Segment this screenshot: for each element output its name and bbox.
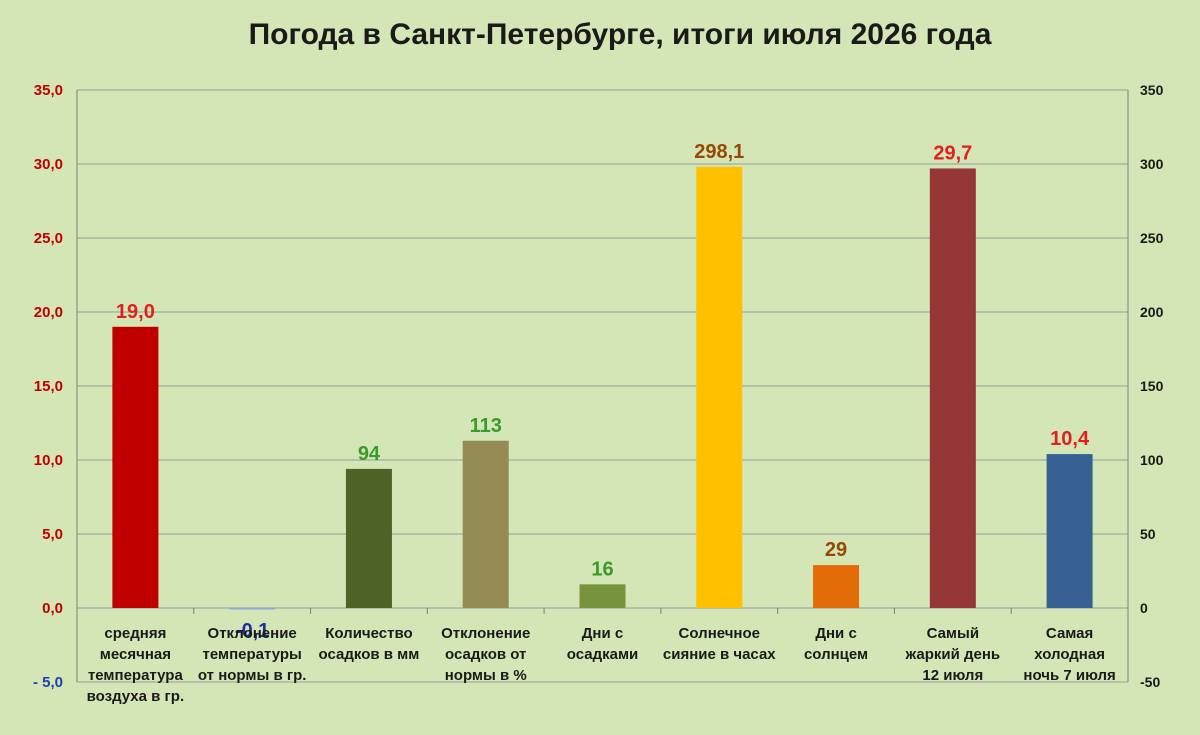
- y-left-tick-label: 35,0: [34, 82, 63, 99]
- data-label: 29,7: [933, 142, 972, 164]
- category-label: Самая: [1046, 625, 1093, 642]
- data-label: 298,1: [694, 141, 744, 163]
- category-label: Самый: [927, 625, 980, 642]
- bar: [929, 168, 976, 608]
- y-left-tick-label: 20,0: [34, 304, 63, 321]
- y-right-tick-label: 300: [1140, 156, 1164, 172]
- bar: [1046, 454, 1093, 608]
- data-label: 94: [358, 443, 381, 465]
- bar: [462, 440, 509, 608]
- data-label: 16: [591, 558, 613, 580]
- y-left-tick-label: - 5,0: [33, 674, 63, 691]
- data-label: 113: [470, 415, 502, 437]
- data-label: -0,1: [235, 620, 269, 642]
- category-label: жаркий день: [905, 646, 1001, 663]
- bar: [229, 608, 276, 610]
- category-label: Дни с: [815, 625, 856, 642]
- bar: [345, 468, 392, 608]
- category-label: температура: [88, 667, 184, 684]
- category-label: средняя: [104, 625, 166, 642]
- data-label: 29: [825, 539, 847, 561]
- y-right-tick-label: -50: [1140, 674, 1160, 690]
- y-left-tick-label: 15,0: [34, 378, 63, 395]
- category-label: холодная: [1034, 646, 1105, 663]
- category-label: Отклонение: [208, 625, 297, 642]
- y-right-tick-label: 100: [1140, 452, 1164, 468]
- category-label: 12 июля: [922, 667, 983, 684]
- y-right-tick-label: 350: [1140, 82, 1164, 98]
- y-right-tick-label: 0: [1140, 600, 1148, 616]
- category-label: осадков от: [445, 646, 526, 663]
- data-label: 10,4: [1050, 428, 1090, 450]
- y-left-tick-label: 10,0: [34, 452, 63, 469]
- category-label: Солнечное: [679, 625, 760, 642]
- category-label: воздуха в гр.: [87, 688, 185, 705]
- category-label: солнцем: [804, 646, 868, 663]
- category-label: температуры: [202, 646, 301, 663]
- y-left-tick-label: 5,0: [42, 526, 63, 543]
- y-right-tick-label: 150: [1140, 378, 1164, 394]
- category-label: от нормы в гр.: [198, 667, 307, 684]
- category-label: Отклонение: [441, 625, 530, 642]
- bar: [112, 326, 159, 608]
- category-label: осадками: [567, 646, 639, 663]
- y-left-tick-label: 0,0: [42, 600, 63, 617]
- category-label: ночь 7 июля: [1023, 667, 1115, 684]
- bar: [813, 565, 860, 608]
- y-left-tick-label: 25,0: [34, 230, 63, 247]
- category-label: месячная: [100, 646, 171, 663]
- text-layer: - 5,0 0,0 5,0 10,0 15,0 20,0 25,0 30,0 35,0 -50 0 5…: [33, 82, 1164, 705]
- category-label: нормы в %: [445, 667, 527, 684]
- bars-layer: [112, 166, 1093, 610]
- category-label: осадков в мм: [319, 646, 420, 663]
- y-right-tick-label: 250: [1140, 230, 1164, 246]
- category-label: Количество: [325, 625, 412, 642]
- bar: [579, 584, 626, 608]
- category-label: сияние в часах: [663, 646, 776, 663]
- y-left-tick-label: 30,0: [34, 156, 63, 173]
- category-label: Дни с: [582, 625, 623, 642]
- bar: [696, 166, 743, 608]
- data-label: 19,0: [116, 301, 155, 323]
- y-right-tick-label: 200: [1140, 304, 1164, 320]
- y-right-tick-label: 50: [1140, 526, 1156, 542]
- chart-title: Погода в Санкт-Петербурге, итоги июля 20…: [248, 18, 992, 51]
